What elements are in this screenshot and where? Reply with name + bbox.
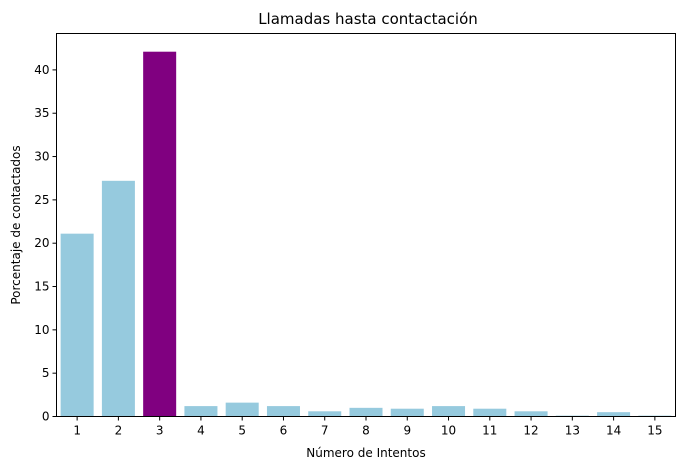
- y-tick-label: 5: [42, 366, 50, 380]
- y-axis-label: Porcentaje de contactados: [9, 145, 23, 304]
- x-tick-label: 5: [238, 424, 246, 438]
- y-tick-label: 25: [34, 193, 49, 207]
- bars-group: [60, 51, 672, 417]
- y-tick-label: 40: [34, 63, 49, 77]
- x-tick-label: 3: [156, 424, 164, 438]
- x-tick-label: 7: [321, 424, 329, 438]
- bar-9: [390, 408, 424, 417]
- y-tick-label: 35: [34, 106, 49, 120]
- bar-2: [101, 180, 135, 417]
- x-tick-label: 4: [197, 424, 205, 438]
- bar-7: [308, 411, 342, 417]
- y-axis-ticks: 0 5 10 15 20 25 30 35 40: [34, 63, 57, 424]
- y-tick-label: 20: [34, 236, 49, 250]
- chart-title: Llamadas hasta contactación: [258, 10, 478, 28]
- y-tick-label: 0: [42, 410, 50, 424]
- x-tick-label: 13: [565, 424, 580, 438]
- x-axis-ticks: 1 2 3 4 5 6 7 8 9 10 11 12 13 14 15: [73, 416, 663, 438]
- x-tick-label: 11: [482, 424, 497, 438]
- y-tick-label: 30: [34, 150, 49, 164]
- plot-frame: [56, 33, 676, 417]
- bar-12: [514, 411, 548, 417]
- bar-8: [349, 407, 383, 417]
- x-tick-label: 8: [362, 424, 370, 438]
- bar-5: [225, 402, 259, 417]
- bar-10: [432, 406, 466, 417]
- x-tick-label: 9: [403, 424, 411, 438]
- x-tick-label: 1: [73, 424, 81, 438]
- x-axis-label: Número de Intentos: [306, 446, 425, 460]
- bar-11: [473, 408, 507, 417]
- x-tick-label: 6: [280, 424, 288, 438]
- y-tick-label: 15: [34, 280, 49, 294]
- x-tick-label: 2: [115, 424, 123, 438]
- x-tick-label: 10: [441, 424, 456, 438]
- bar-4: [184, 406, 218, 417]
- x-tick-label: 14: [606, 424, 621, 438]
- x-tick-label: 15: [647, 424, 662, 438]
- bar-14: [597, 412, 631, 417]
- bar-6: [266, 406, 300, 417]
- y-tick-label: 10: [34, 323, 49, 337]
- bar-1: [60, 233, 94, 417]
- bar-3: [143, 51, 177, 417]
- x-tick-label: 12: [523, 424, 538, 438]
